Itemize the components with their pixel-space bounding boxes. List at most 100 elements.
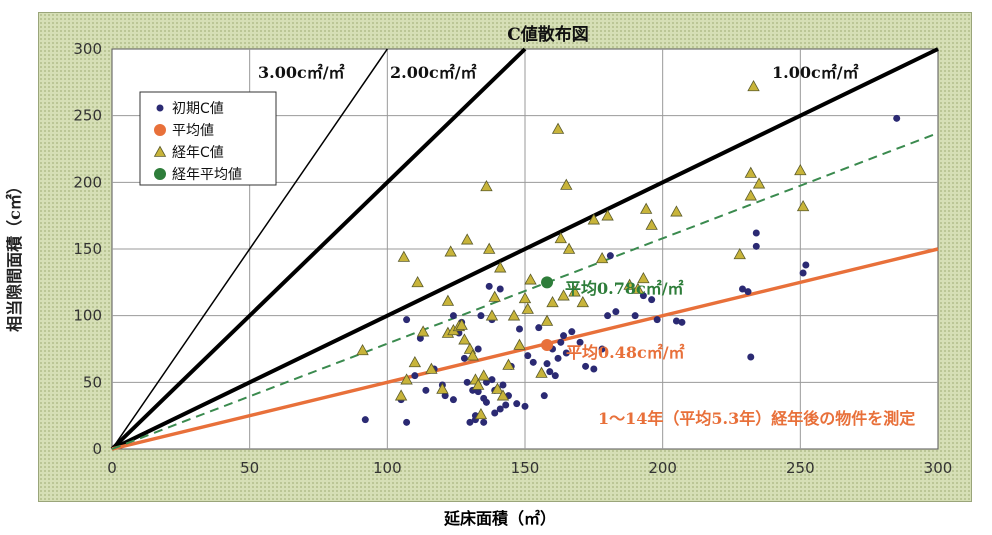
data-point [416,325,430,337]
data-point [513,338,526,350]
data-point [529,358,537,366]
data-point [653,316,661,324]
data-point [554,232,567,244]
data-point [744,288,752,296]
data-point [403,316,411,324]
data-point [524,352,532,360]
data-point [361,416,369,424]
legend-marker [154,168,166,180]
data-point [397,250,411,262]
legend-marker [154,124,166,136]
data-point [639,202,653,214]
data-point [631,282,645,294]
data-point [477,369,490,381]
data-point [482,378,490,386]
data-point [411,372,419,380]
data-point [546,368,554,376]
data-point [416,334,424,342]
data-point [744,189,757,201]
data-point [472,378,485,390]
data-point [466,418,474,426]
data-point [606,252,614,260]
data-point [794,164,807,176]
y-tick-label: 300 [73,40,102,58]
data-point [560,178,573,190]
data-point [483,242,496,254]
data-point [733,248,746,260]
data-point [477,312,485,320]
data-point [637,272,650,284]
data-point [408,356,422,368]
average-point [541,276,554,289]
data-point [411,276,424,288]
fit-line [111,132,939,450]
legend-marker [156,104,164,112]
data-point [394,389,408,401]
data-point [752,242,760,250]
x-axis-label: 延床面積（㎡） [443,509,556,528]
data-point [568,285,581,297]
data-point [480,180,493,192]
data-point [518,292,532,304]
data-point [461,233,474,245]
data-point [543,360,551,368]
data-point [494,261,507,273]
data-point [535,324,543,332]
data-point [441,294,455,306]
data-point [554,354,562,362]
data-point [670,205,683,217]
data-point [485,309,499,321]
reference-line-label: 2.00c㎡/㎡ [390,63,477,82]
legend-label: 初期C値 [172,100,224,117]
data-point [474,408,488,420]
data-point [521,402,529,410]
annotation: 1～14年（平均5.3年）経年後の物件を測定 [598,409,915,428]
data-point [623,278,636,290]
average-point [541,339,554,351]
data-point [639,292,647,300]
y-tick-label: 200 [73,173,102,191]
data-point [582,362,590,370]
data-point [524,273,537,285]
data-point [557,338,565,346]
legend-label: 経年平均値 [172,167,242,183]
y-tick-label: 100 [73,307,102,325]
data-point [598,345,606,353]
chart-title: C値散布図 [507,24,589,45]
data-point [449,396,457,404]
data-point [436,382,449,394]
data-point [551,372,559,380]
data-point [540,314,554,326]
data-point [455,318,468,330]
x-tick-label: 150 [511,459,540,477]
data-point [474,388,482,396]
reference-line [111,47,939,451]
data-point [425,362,438,374]
reference-line-label: 3.00c㎡/㎡ [258,63,345,82]
data-point [356,344,369,356]
data-point [590,365,598,373]
x-tick-label: 50 [240,459,259,477]
x-tick-label: 200 [648,459,677,477]
data-point [474,345,482,353]
data-point [502,401,510,409]
x-tick-label: 250 [786,459,815,477]
data-point [604,312,612,320]
data-point [546,296,559,308]
data-point [799,269,807,277]
data-point [491,409,499,417]
x-tick-label: 100 [373,459,402,477]
data-point [744,166,757,178]
data-point [496,389,510,401]
data-point [482,398,490,406]
data-point [752,177,766,189]
data-point [499,381,507,389]
data-point [488,376,496,384]
data-point [560,332,568,340]
data-point [507,309,521,321]
data-point [551,122,565,134]
data-point [562,242,576,254]
